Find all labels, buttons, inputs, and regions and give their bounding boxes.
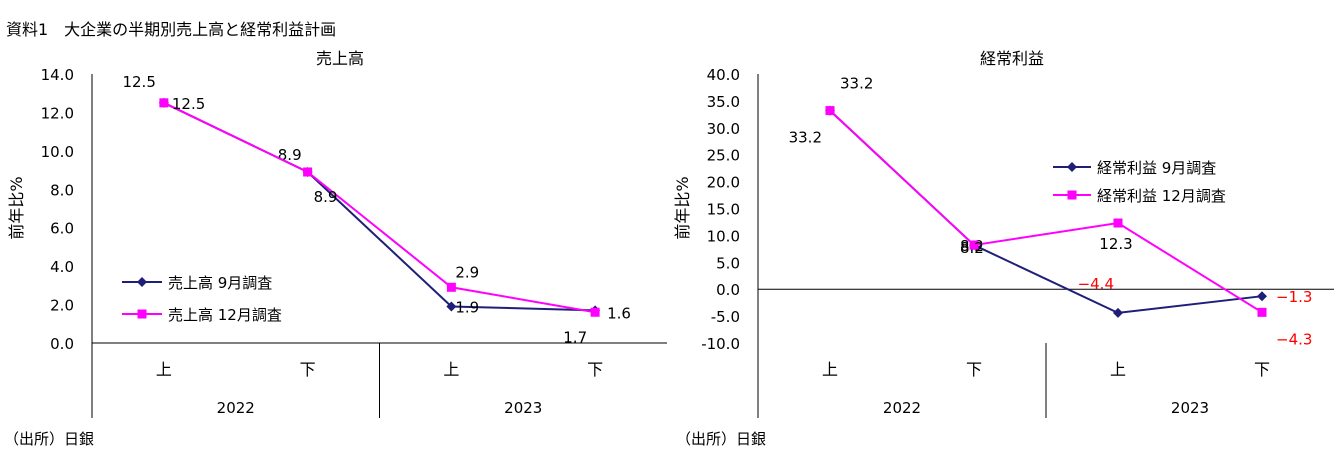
y-tick-label: 40.0 [707, 66, 740, 84]
year-label: 2023 [1171, 399, 1209, 417]
year-label: 2023 [504, 399, 542, 417]
x-tick-label: 上 [443, 360, 459, 379]
x-tick-label: 上 [822, 360, 838, 379]
legend-label: 売上高 12月調査 [168, 306, 282, 324]
y-tick-label: 0.0 [50, 335, 74, 353]
data-label: 12.3 [1099, 235, 1132, 253]
y-tick-label: 10.0 [41, 143, 74, 161]
y-tick-label: 15.0 [707, 201, 740, 219]
year-label: 2022 [217, 399, 255, 417]
data-label: 12.5 [122, 73, 155, 91]
x-tick-label: 下 [300, 360, 316, 379]
data-point-square [1113, 218, 1123, 228]
data-label: 12.5 [172, 95, 205, 113]
legend-marker-square [1067, 190, 1077, 200]
x-tick-label: 下 [1254, 360, 1270, 379]
y-tick-label: 8.0 [50, 181, 74, 199]
data-point-square [303, 167, 313, 177]
data-point-square [1257, 307, 1267, 317]
y-tick-label: 30.0 [707, 120, 740, 138]
data-label: −1.3 [1276, 288, 1312, 306]
year-label: 2022 [883, 399, 921, 417]
source-note: （出所）日銀 [676, 430, 767, 448]
chart-title: 売上高 [316, 49, 364, 68]
data-point-diamond [446, 301, 457, 312]
legend-label: 売上高 9月調査 [168, 274, 272, 292]
series-line [829, 109, 1263, 314]
data-point-square [825, 106, 835, 116]
y-tick-label: 12.0 [41, 104, 74, 122]
legend-marker-diamond [1067, 162, 1077, 172]
data-label: 2.9 [455, 263, 479, 281]
y-tick-label: 6.0 [50, 220, 74, 238]
data-label: 1.6 [607, 304, 631, 322]
y-tick-label: 4.0 [50, 258, 74, 276]
data-label: 33.2 [789, 129, 822, 147]
y-tick-label: 25.0 [707, 147, 740, 165]
legend-label: 経常利益 12月調査 [1097, 187, 1226, 205]
data-point-square [969, 240, 979, 250]
data-label: 33.2 [840, 75, 873, 93]
y-tick-label: -10.0 [701, 335, 740, 353]
data-point-square [446, 282, 456, 292]
data-point-diamond [1257, 291, 1267, 302]
y-tick-label: 35.0 [707, 93, 740, 111]
data-label: 1.7 [563, 328, 587, 346]
y-tick-label: -5.0 [711, 308, 740, 326]
x-tick-label: 下 [587, 360, 603, 379]
data-label: −4.4 [1078, 275, 1114, 293]
y-tick-label: 14.0 [41, 66, 74, 84]
x-tick-label: 上 [1110, 360, 1126, 379]
series-line [829, 109, 1263, 314]
x-tick-label: 上 [156, 360, 172, 379]
data-label: 8.2 [960, 239, 984, 257]
data-point-diamond [1113, 307, 1123, 318]
data-point-square [159, 98, 169, 108]
source-note: （出所）日銀 [4, 430, 95, 448]
y-tick-label: 0.0 [716, 281, 740, 299]
legend-label: 経常利益 9月調査 [1097, 159, 1216, 177]
data-point-square [590, 307, 600, 317]
legend-marker-square [137, 309, 147, 319]
data-label: −4.3 [1276, 330, 1312, 348]
data-label: 8.9 [314, 188, 338, 206]
y-tick-label: 10.0 [707, 227, 740, 245]
x-tick-label: 下 [966, 360, 982, 379]
y-tick-label: 2.0 [50, 297, 74, 315]
legend-marker-diamond [137, 277, 147, 287]
data-label: 1.9 [455, 298, 479, 316]
y-axis-label: 前年比% [673, 176, 692, 239]
series-line [163, 101, 596, 314]
y-tick-label: 5.0 [716, 254, 740, 272]
y-tick-label: 20.0 [707, 174, 740, 192]
page-title: 資料1 大企業の半期別売上高と経常利益計画 [6, 20, 337, 39]
chart-title: 経常利益 [980, 49, 1044, 68]
y-axis-label: 前年比% [7, 176, 26, 239]
